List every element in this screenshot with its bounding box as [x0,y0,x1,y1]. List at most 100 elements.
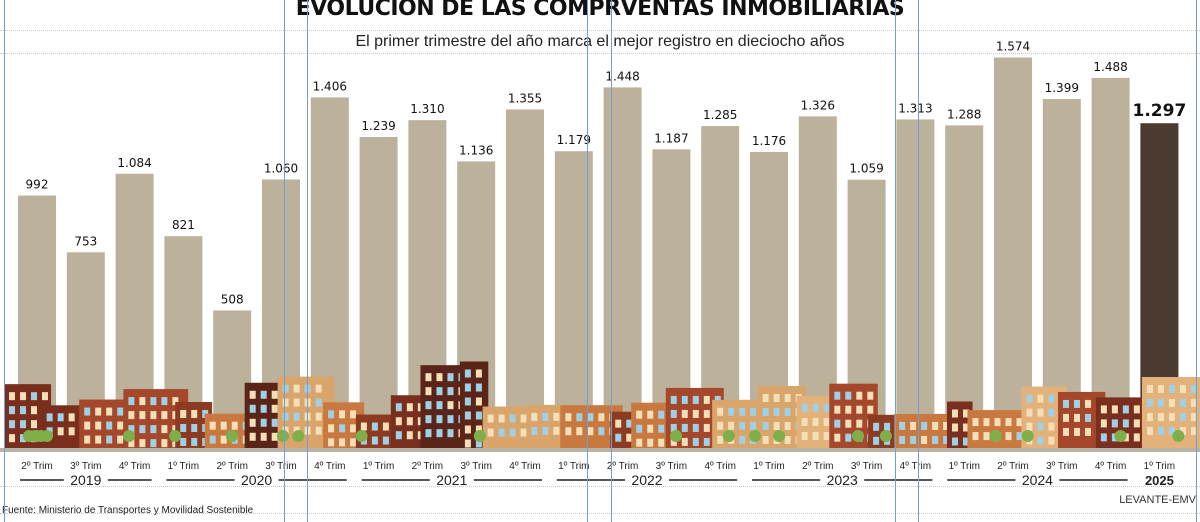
building-window [425,401,432,410]
category-label: 1º Trim [363,461,394,472]
building-window [910,435,917,444]
building-window [565,413,572,422]
building-window [150,425,157,434]
building-window [703,423,710,432]
building-window [220,435,227,444]
building-window [20,434,26,443]
guide-line [918,0,919,522]
value-label: 1.084 [117,156,151,170]
building-window [1037,408,1044,417]
category-label: 2º Trim [802,461,833,472]
building-window [371,436,378,445]
value-label: 753 [74,234,97,248]
category-label: 4º Trim [119,461,150,472]
building-window [658,438,665,447]
chart-title: EVOLUCION DE LAS COMPRVENTAS INMOBILIARI… [295,0,905,21]
building-window [260,418,267,427]
building-window [647,410,654,419]
building-window [873,436,880,445]
tree [355,430,368,442]
building-window [542,426,549,435]
building-window [260,432,267,441]
building-window [328,438,335,447]
building-window [728,421,735,430]
building-window [249,404,256,413]
building-window [406,403,413,412]
building-window [180,437,187,446]
building-window [951,423,958,432]
building-window [1062,427,1069,436]
building-window [598,427,605,436]
building-window [1190,399,1197,408]
building-window [95,435,102,444]
building-window [587,427,594,436]
building-window [395,417,402,426]
building-window [139,411,146,420]
building-window [1133,419,1140,428]
building-window [1100,405,1107,414]
category-label: 3º Trim [265,461,296,472]
building-window [447,415,454,424]
value-label: 1.313 [898,101,932,115]
building-window [1026,422,1033,431]
building-window [339,438,346,447]
building-window [395,431,402,440]
building-window [615,419,622,428]
building-window [962,423,969,432]
building-window [812,417,819,426]
value-label: 1.059 [849,162,883,176]
building-window [598,413,605,422]
building-window [670,423,677,432]
building-window [910,421,917,430]
building-window [856,419,863,428]
building-window [773,408,780,417]
value-label: 992 [26,178,49,192]
building-window [282,412,289,421]
building-window [899,421,906,430]
building-window [626,433,633,442]
building-window [425,387,432,396]
building-window [762,422,769,431]
value-label: 1.355 [508,91,542,105]
building-window [670,409,677,418]
tree [879,430,892,442]
building-window [823,431,830,440]
building-window [762,408,769,417]
building-window [972,418,979,427]
bar [945,125,984,451]
building-window [856,405,863,414]
building-window [128,411,135,420]
building-window [139,439,146,448]
bar [506,109,544,451]
building-window [1005,418,1012,427]
building-window [1100,419,1107,428]
building-window [117,421,124,430]
category-label: 3º Trim [70,461,101,472]
tree [1114,430,1127,442]
building-window [464,397,471,406]
building-window [1168,385,1175,394]
building-window [801,403,808,412]
building-window [106,421,113,430]
building-window [475,397,482,406]
category-label: 3º Trim [656,461,687,472]
building-window [180,409,187,418]
building-window [57,413,64,422]
tree [1172,430,1185,442]
guide-line [284,0,285,522]
building-window [1168,427,1175,436]
building-window [180,423,187,432]
building-window [1179,427,1186,436]
guide-line [0,30,1200,31]
tree [292,430,305,442]
building-window [95,421,102,430]
building-window [717,407,724,416]
building-window [801,431,808,440]
building-window [739,407,746,416]
bar [994,57,1032,451]
building-window [436,387,443,396]
category-label: 3º Trim [460,461,491,472]
category-label: 3º Trim [1046,461,1077,472]
building-window [447,387,454,396]
category-label: 4º Trim [704,461,735,472]
